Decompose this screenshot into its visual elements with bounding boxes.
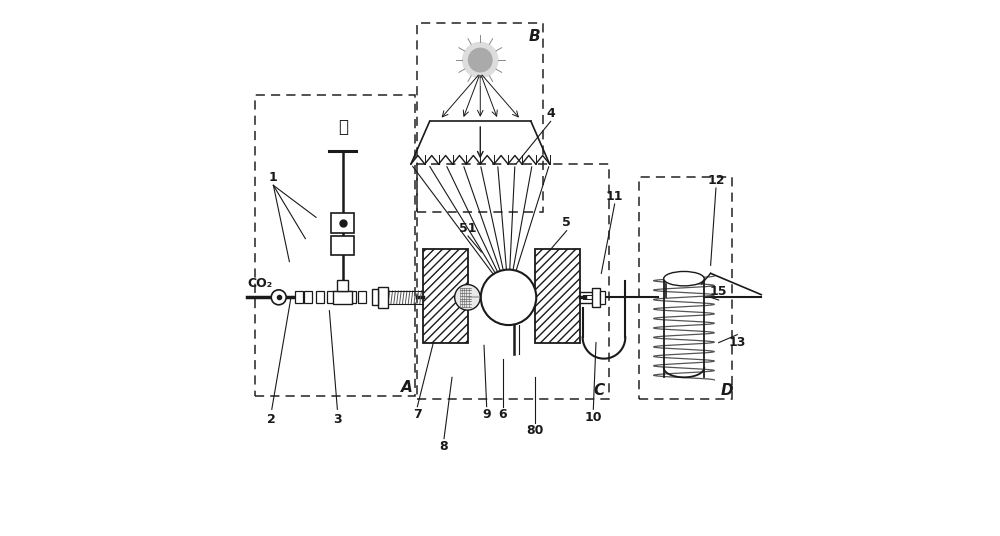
Text: 15: 15 bbox=[710, 286, 727, 299]
Text: 10: 10 bbox=[585, 411, 602, 424]
Text: 11: 11 bbox=[606, 190, 623, 203]
Circle shape bbox=[469, 48, 492, 72]
Text: 51: 51 bbox=[459, 221, 477, 235]
Text: 12: 12 bbox=[707, 174, 725, 187]
Text: 水: 水 bbox=[338, 118, 348, 136]
Bar bbox=[316, 292, 324, 303]
Bar bbox=[358, 292, 366, 303]
Bar bbox=[592, 288, 600, 307]
Bar bbox=[338, 292, 346, 303]
Bar bbox=[304, 292, 312, 303]
Bar bbox=[378, 287, 388, 308]
Text: 1: 1 bbox=[269, 171, 278, 184]
Text: CO₂: CO₂ bbox=[247, 278, 272, 291]
Bar bbox=[255, 95, 415, 396]
Text: C: C bbox=[593, 383, 604, 398]
Circle shape bbox=[455, 285, 480, 310]
Bar bbox=[331, 236, 354, 255]
Text: B: B bbox=[529, 28, 540, 43]
Bar bbox=[348, 292, 356, 303]
Text: 7: 7 bbox=[413, 408, 422, 421]
Bar bbox=[331, 213, 354, 233]
Text: 8: 8 bbox=[440, 440, 448, 453]
Text: 80: 80 bbox=[526, 424, 543, 437]
Bar bbox=[372, 289, 378, 306]
Text: 4: 4 bbox=[546, 107, 555, 120]
Bar bbox=[327, 292, 335, 303]
Circle shape bbox=[463, 42, 498, 78]
Text: 9: 9 bbox=[482, 408, 491, 421]
Bar bbox=[295, 292, 303, 303]
Text: D: D bbox=[720, 383, 733, 398]
Bar bbox=[333, 291, 352, 304]
Bar bbox=[639, 177, 732, 399]
Text: 5: 5 bbox=[562, 216, 571, 229]
Bar bbox=[417, 164, 609, 399]
Text: 2: 2 bbox=[267, 413, 276, 427]
Bar bbox=[600, 291, 605, 304]
Circle shape bbox=[271, 290, 286, 305]
Text: 13: 13 bbox=[729, 336, 746, 349]
Bar bbox=[423, 249, 468, 343]
Text: 3: 3 bbox=[333, 413, 342, 427]
Ellipse shape bbox=[664, 271, 704, 286]
Bar bbox=[535, 249, 580, 343]
Bar bbox=[417, 23, 543, 212]
Text: A: A bbox=[401, 381, 413, 396]
Text: 6: 6 bbox=[498, 408, 507, 421]
Circle shape bbox=[481, 270, 536, 325]
Bar bbox=[337, 280, 348, 291]
